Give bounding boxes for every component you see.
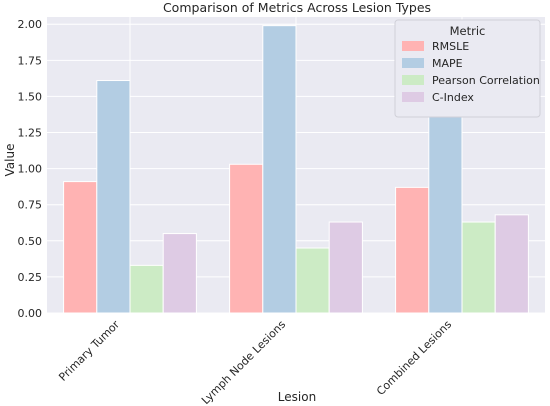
y-tick-label: 0.25: [18, 271, 43, 284]
legend-swatch: [402, 75, 424, 85]
bar: [63, 181, 98, 314]
legend-label: Pearson Correlation: [432, 74, 540, 87]
x-axis-label: Lesion: [278, 390, 316, 404]
legend: Metric RMSLE MAPE Pearson Correlation C-Ind…: [394, 19, 541, 118]
x-tick-label: Primary Tumor: [56, 318, 122, 384]
bar: [461, 221, 496, 314]
y-axis-label: Value: [3, 144, 17, 177]
y-tick-label: 2.00: [18, 18, 43, 31]
y-tick-label: 1.25: [18, 127, 43, 140]
bar: [395, 186, 430, 314]
x-axis-ticks: Primary Tumor Lymph Node Lesions Combined …: [56, 318, 454, 406]
bar: [229, 163, 264, 314]
bar: [494, 214, 529, 314]
legend-box: [394, 19, 541, 118]
x-tick-label: Lymph Node Lesions: [199, 318, 288, 406]
bars: [63, 25, 529, 314]
legend-title: Metric: [450, 24, 486, 38]
y-tick-label: 0.50: [18, 235, 43, 248]
legend-swatch: [402, 58, 424, 68]
legend-label: RMSLE: [432, 40, 469, 53]
y-tick-label: 1.50: [18, 90, 43, 103]
y-tick-label: 1.75: [18, 54, 43, 67]
legend-swatch: [402, 92, 424, 102]
legend-label: C-Index: [432, 91, 474, 104]
y-axis-ticks: 0.00 0.25 0.50 0.75 1.00 1.25 1.50 1.75 2.00: [18, 18, 43, 320]
bar: [428, 101, 463, 314]
bar: [96, 80, 131, 314]
bar: [162, 233, 197, 314]
bar: [262, 25, 297, 314]
legend-label: MAPE: [432, 57, 463, 70]
y-tick-label: 1.00: [18, 163, 43, 176]
y-tick-label: 0.00: [18, 307, 43, 320]
bar: [129, 264, 164, 314]
bar: [295, 247, 330, 314]
legend-items: RMSLE MAPE Pearson Correlation C-Index: [402, 40, 540, 104]
chart-title: Comparison of Metrics Across Lesion Type…: [163, 0, 431, 15]
y-tick-label: 0.75: [18, 199, 43, 212]
legend-swatch: [402, 41, 424, 51]
bar: [328, 221, 363, 314]
x-tick-label: Combined Lesions: [374, 318, 454, 398]
